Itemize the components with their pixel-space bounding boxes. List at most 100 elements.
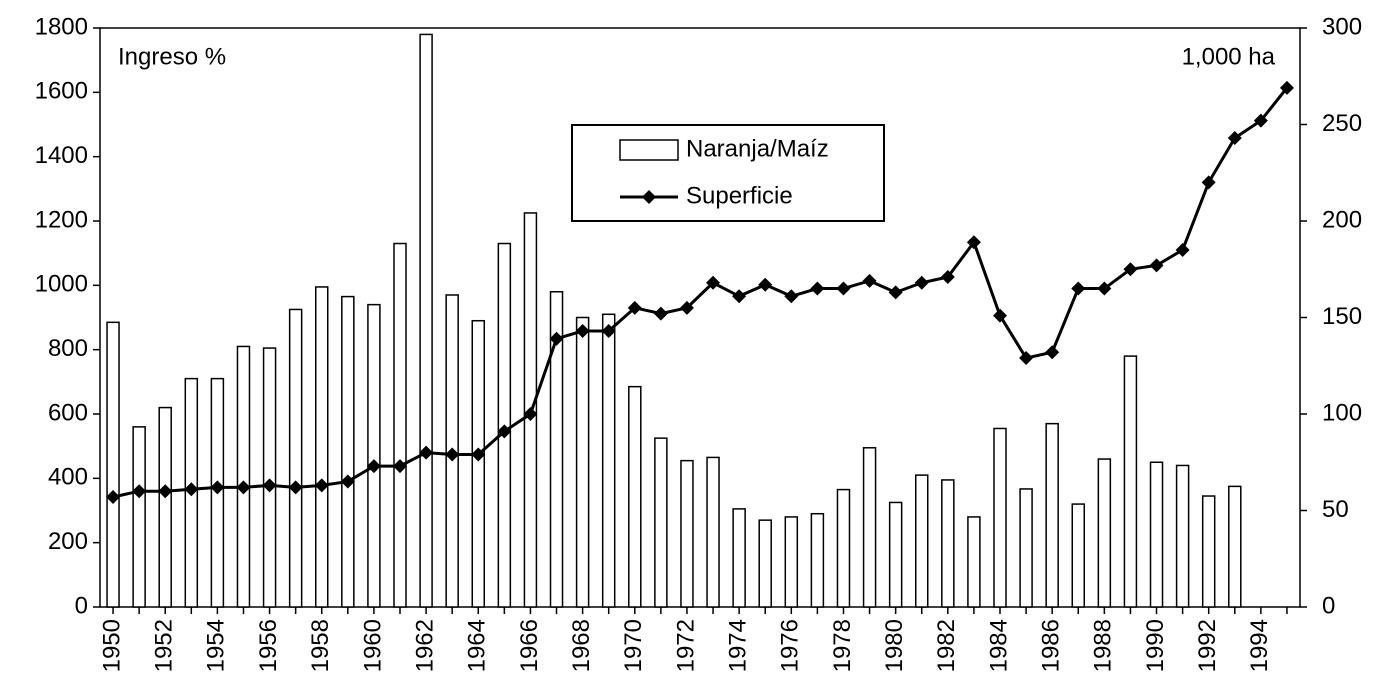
bar [575,316,590,608]
y2-tick-label: 250 [1322,110,1362,137]
bar [993,427,1007,608]
marker [1201,175,1216,190]
marker [445,447,460,462]
marker [810,281,825,296]
marker [627,300,642,315]
y2-tick-label: 50 [1322,496,1349,523]
marker [1279,80,1294,95]
x-tick-label: 1960 [359,619,386,672]
marker [940,269,955,284]
line [112,86,1289,499]
bar [419,33,433,608]
marker [1097,281,1112,296]
bar [1228,485,1242,608]
bar [158,406,172,608]
y-tick-label: 200 [48,528,88,555]
marker [132,484,147,499]
marker [993,308,1007,323]
bar [106,321,120,608]
bar [836,488,851,608]
bar [1149,461,1164,608]
x-tick-label: 1982 [933,619,960,672]
marker [549,331,564,346]
marker [836,281,851,296]
marker [210,480,225,495]
x-tick-label: 1966 [516,619,543,672]
bar [628,385,642,608]
bar [393,242,407,608]
y-tick-label: 1800 [35,13,88,40]
y2-tick-label: 150 [1322,303,1362,330]
marker [340,474,355,489]
marker [366,459,381,474]
y-tick-label: 600 [48,399,88,426]
x-tick-label: 1986 [1038,619,1065,672]
y-tick-label: 400 [48,464,88,491]
marker [419,445,434,460]
bar [288,308,303,608]
y2-axis-label: 1,000 ha [1182,43,1276,70]
x-tick-label: 1964 [464,619,491,672]
y2-tick-label: 100 [1322,399,1362,426]
marker [706,275,721,290]
marker [1253,113,1268,128]
y-tick-label: 1400 [35,142,88,169]
bar [888,501,903,608]
x-tick-label: 1950 [98,619,125,672]
marker [1175,242,1190,257]
bar [758,519,772,608]
marker [1019,351,1034,366]
y-tick-label: 1600 [35,78,88,105]
bar [236,345,251,608]
marker [784,289,799,304]
bar [654,437,668,608]
marker [575,324,590,339]
legend-swatch [619,139,679,161]
marker [236,480,251,495]
marker [288,480,303,495]
bar [314,286,329,608]
marker [966,235,981,250]
marker [184,482,199,497]
x-tick-label: 1962 [411,619,438,672]
x-tick-label: 1992 [1194,619,1221,672]
bar [262,347,277,608]
bar [132,426,146,608]
bar [1019,488,1033,608]
bar [862,447,877,608]
x-tick-label: 1980 [881,619,908,672]
y2-tick-label: 300 [1322,13,1362,40]
y-tick-label: 1000 [35,271,88,298]
bar [367,303,381,608]
x-tick-label: 1956 [255,619,282,672]
marker [262,478,277,493]
y-axis-label: Ingreso % [118,43,226,70]
x-tick-label: 1984 [985,619,1012,672]
x-tick-label: 1990 [1142,619,1169,672]
bar [1097,458,1112,608]
marker [523,407,538,421]
x-tick-label: 1958 [307,619,334,672]
marker [914,275,929,290]
x-tick-label: 1994 [1246,619,1273,672]
legend-marker [642,190,656,204]
y2-tick-label: 200 [1322,206,1362,233]
bar [732,508,746,608]
x-tick-label: 1974 [724,619,751,672]
bar [680,459,694,608]
bar [784,516,799,608]
marker [653,306,668,321]
x-tick-label: 1978 [829,619,856,672]
marker [732,289,747,304]
y-tick-label: 800 [48,335,88,362]
bar [967,516,981,608]
bar [1123,355,1138,608]
bar [471,319,486,608]
marker [1227,131,1242,146]
bar [706,456,720,608]
x-tick-label: 1988 [1090,619,1117,672]
x-tick-label: 1952 [151,619,178,672]
marker [497,424,512,439]
x-tick-label: 1972 [672,619,699,672]
